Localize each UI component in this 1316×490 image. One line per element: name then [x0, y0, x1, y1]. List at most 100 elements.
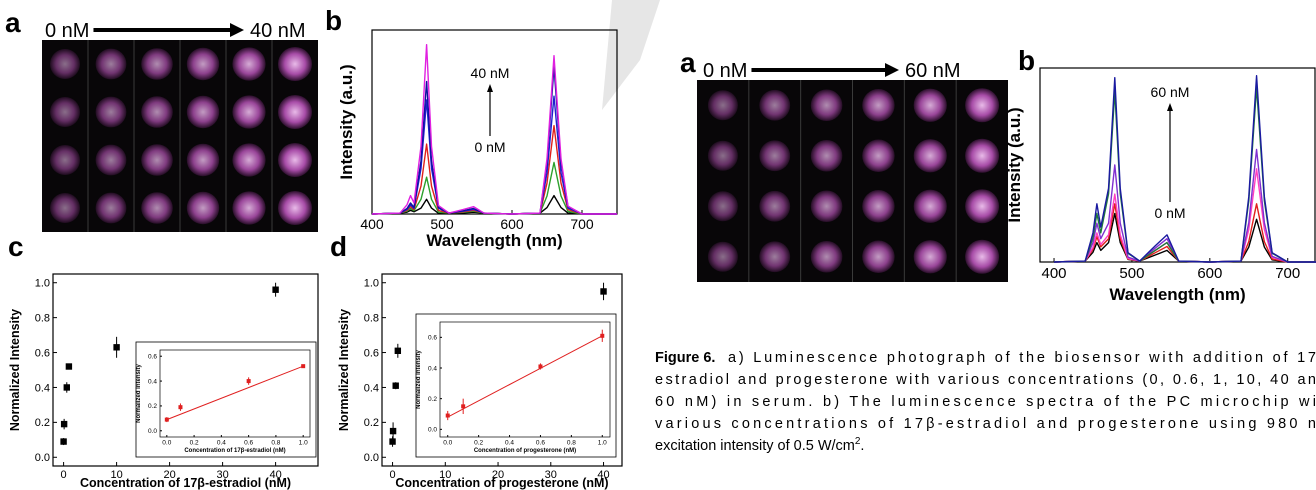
data-point: [246, 379, 251, 384]
y-tick-label: 1.0: [35, 278, 50, 290]
data-point: [389, 438, 396, 445]
luminescent-spot: [141, 192, 173, 224]
spectrum-line: [1054, 75, 1316, 263]
x-tick-label: 0.6: [536, 440, 545, 447]
caption-line: estradiol and progesterone with various …: [655, 372, 1316, 388]
x-tick-label: 0.8: [271, 440, 280, 447]
plot-frame: [381, 273, 623, 467]
data-point: [164, 417, 169, 422]
y-tick-label: 0.0: [35, 452, 50, 464]
y-tick-label: 0.0: [148, 428, 157, 435]
arrow-end-label: 40 nM: [250, 20, 306, 42]
y-tick-label: 0.0: [364, 452, 379, 464]
luminescent-spot: [141, 48, 173, 80]
x-axis-label: Wavelength (nm): [1109, 285, 1245, 304]
luminescent-spot: [862, 139, 895, 172]
luminescent-spot: [707, 241, 738, 272]
x-tick-label: 500: [430, 216, 454, 232]
x-axis-label: Concentration of progesterone (nM): [395, 476, 608, 490]
luminescent-spot: [232, 191, 266, 225]
luminescent-spot: [232, 47, 266, 81]
inset-frame: [415, 313, 617, 458]
data-point: [445, 413, 450, 418]
x-tick-label: 40: [597, 469, 609, 481]
annotation: 60 nM: [1151, 84, 1190, 100]
luminescent-spot: [965, 189, 1000, 224]
plot-frame: [1039, 67, 1316, 263]
y-tick-label: 0.8: [364, 312, 379, 324]
luminescent-spot: [232, 143, 266, 177]
arrow-end-label: 60 nM: [905, 60, 961, 82]
luminescent-spot: [965, 239, 1000, 274]
luminescent-spot: [759, 190, 791, 222]
x-tick-label: 30: [545, 469, 557, 481]
panel-label: a: [680, 47, 696, 78]
luminescent-spot: [810, 89, 843, 122]
trend-line: [166, 365, 304, 421]
arrow-head: [230, 23, 244, 37]
spectrum-line: [1054, 86, 1316, 263]
inset-frame: [135, 341, 317, 458]
x-tick-label: 1.0: [299, 440, 308, 447]
annotation-arrowhead: [487, 84, 493, 92]
luminescent-spot: [95, 144, 127, 176]
y-axis-label: Normalized Intensity: [337, 309, 351, 431]
luminescent-spot: [913, 88, 947, 122]
luminescent-spot: [186, 143, 220, 177]
arrow-start-label: 0 nM: [703, 60, 747, 82]
luminescent-spot: [810, 139, 843, 172]
luminescent-spot: [50, 49, 80, 79]
x-tick-label: 0.4: [505, 440, 514, 447]
panel-label: c: [8, 231, 24, 262]
data-point: [113, 344, 120, 351]
luminescent-spot: [95, 48, 127, 80]
x-tick-label: 30: [216, 469, 228, 481]
y-tick-label: 0.2: [364, 417, 379, 429]
data-point: [301, 364, 306, 369]
caption-superscript: 2: [855, 436, 861, 447]
caption-line: various concentrations of 17β-estradiol …: [655, 416, 1316, 432]
x-tick-label: 0.0: [162, 440, 171, 447]
data-point: [600, 333, 605, 338]
annotation: 0 nM: [1154, 205, 1185, 221]
spectrum-line: [371, 95, 617, 215]
data-point: [178, 405, 183, 410]
annotation: 0 nM: [474, 139, 505, 155]
y-tick-label: 0.2: [148, 403, 157, 410]
y-tick-label: 1.0: [364, 278, 379, 290]
luminescent-spot: [95, 96, 127, 128]
x-tick-label: 0.4: [217, 440, 226, 447]
data-point: [392, 382, 399, 389]
trend-line: [447, 335, 603, 418]
data-point: [63, 384, 70, 391]
plot-frame: [439, 321, 611, 438]
watermark: [602, 0, 660, 110]
luminescent-spot: [759, 89, 791, 121]
plot-frame: [159, 349, 311, 438]
x-tick-label: 600: [1197, 265, 1222, 282]
data-point: [60, 438, 67, 445]
y-axis-label: Normalized Intensity: [136, 364, 142, 423]
arrow-start-label: 0 nM: [45, 20, 89, 42]
x-tick-label: 10: [439, 469, 451, 481]
luminescent-spot: [913, 240, 947, 274]
luminescent-spot: [707, 191, 738, 222]
x-tick-label: 10: [110, 469, 122, 481]
y-axis-label: Intensity (a.u.): [1005, 107, 1024, 222]
luminescent-spot: [50, 193, 80, 223]
luminescent-spot: [278, 143, 312, 177]
luminescent-spot: [50, 145, 80, 175]
data-point: [461, 404, 466, 409]
caption-text: excitation intensity of 0.5 W/cm: [655, 438, 855, 454]
luminescent-spot: [862, 190, 895, 223]
y-tick-label: 0.0: [428, 427, 437, 434]
y-axis-label: Intensity (a.u.): [337, 64, 356, 179]
spectrum-line: [1054, 212, 1316, 263]
spectrum-line: [1054, 148, 1316, 263]
y-tick-label: 0.6: [364, 347, 379, 359]
x-tick-label: 0.2: [190, 440, 199, 447]
y-tick-label: 0.4: [428, 365, 437, 372]
luminescent-spot: [913, 139, 947, 173]
luminescent-spot: [278, 95, 312, 129]
